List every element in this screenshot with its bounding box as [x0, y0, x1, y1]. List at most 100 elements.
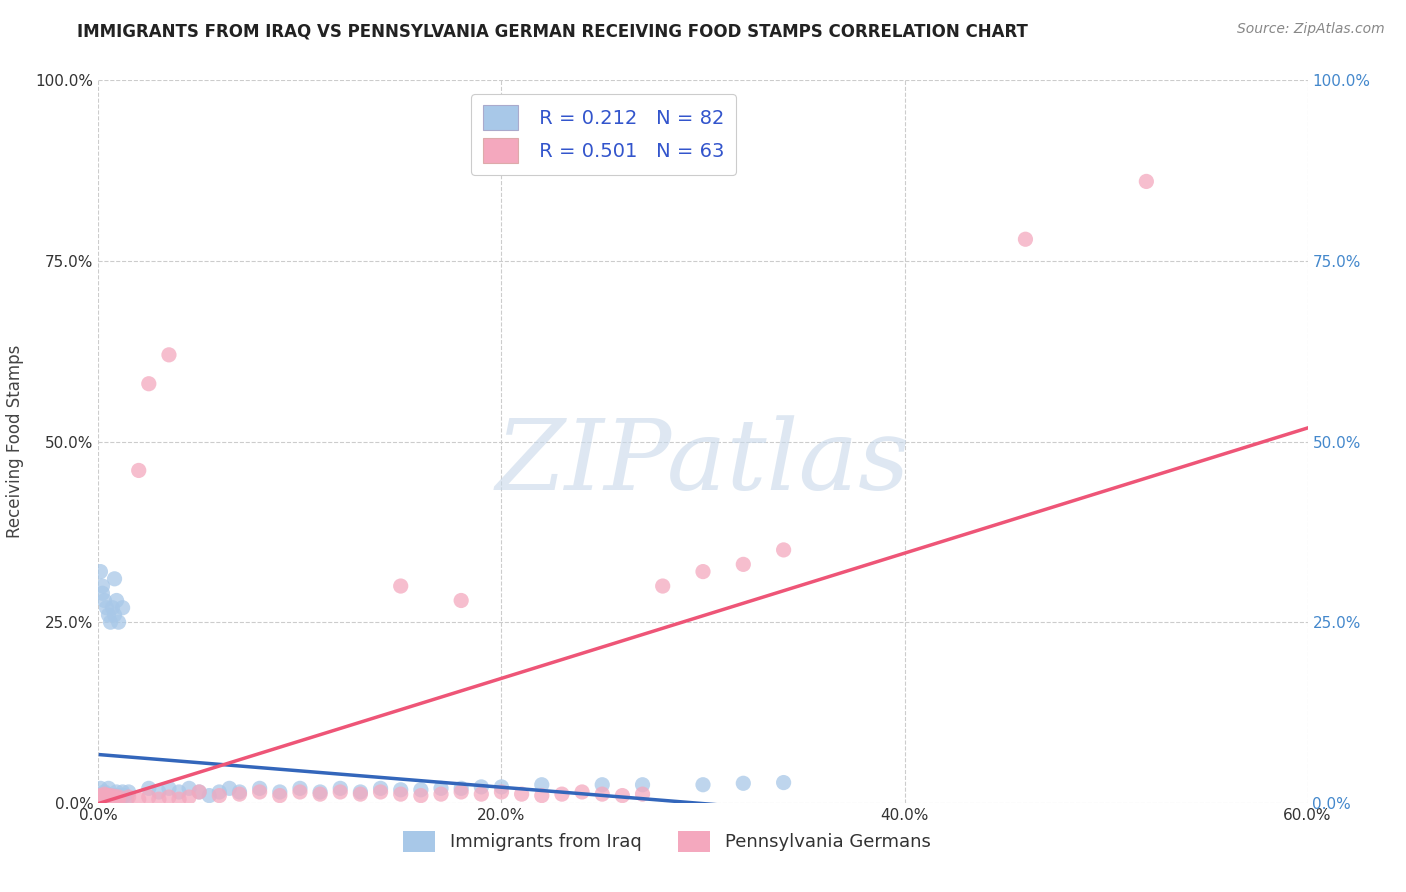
Point: [96, 792, 118, 806]
Point: [138, 376, 160, 391]
Point: [491, 785, 513, 799]
Point: [733, 776, 755, 790]
Point: [89, 789, 111, 803]
Point: [179, 781, 201, 796]
Point: [107, 789, 129, 803]
Point: [1014, 232, 1036, 246]
Point: [107, 615, 129, 630]
Point: [157, 790, 180, 805]
Point: [103, 607, 125, 622]
Point: [93, 593, 115, 607]
Point: [91, 791, 114, 805]
Point: [111, 600, 134, 615]
Point: [288, 785, 311, 799]
Point: [97, 792, 120, 806]
Point: [89, 792, 111, 806]
Point: [115, 792, 138, 806]
Point: [157, 348, 180, 362]
Point: [733, 558, 755, 572]
Point: [329, 785, 352, 799]
Point: [93, 790, 115, 805]
Point: [93, 785, 115, 799]
Point: [430, 787, 453, 801]
Point: [148, 785, 170, 799]
Point: [491, 780, 513, 794]
Point: [772, 775, 794, 789]
Point: [97, 791, 120, 805]
Point: [107, 790, 129, 805]
Point: [692, 778, 714, 792]
Point: [591, 778, 613, 792]
Point: [91, 794, 114, 808]
Point: [89, 790, 111, 805]
Point: [450, 781, 472, 796]
Point: [107, 790, 129, 805]
Point: [228, 787, 250, 801]
Point: [91, 789, 114, 803]
Point: [167, 785, 190, 799]
Point: [179, 790, 201, 805]
Point: [118, 785, 141, 799]
Point: [103, 790, 125, 805]
Point: [97, 790, 120, 805]
Point: [470, 780, 492, 794]
Point: [100, 791, 122, 805]
Point: [103, 789, 125, 804]
Point: [93, 794, 115, 808]
Point: [571, 785, 593, 799]
Legend: Immigrants from Iraq, Pennsylvania Germans: Immigrants from Iraq, Pennsylvania Germa…: [395, 823, 938, 859]
Point: [96, 600, 118, 615]
Point: [101, 790, 124, 805]
Point: [101, 600, 124, 615]
Point: [309, 787, 332, 801]
Point: [101, 792, 124, 806]
Point: [389, 787, 412, 801]
Point: [1135, 174, 1157, 188]
Point: [96, 792, 118, 806]
Point: [218, 781, 240, 796]
Point: [530, 789, 553, 803]
Point: [93, 790, 115, 805]
Point: [100, 789, 122, 804]
Point: [430, 781, 453, 796]
Point: [551, 787, 574, 801]
Point: [530, 778, 553, 792]
Point: [96, 789, 118, 804]
Point: [93, 792, 115, 806]
Point: [208, 785, 231, 799]
Point: [103, 572, 125, 586]
Point: [249, 781, 271, 796]
Point: [228, 785, 250, 799]
Point: [370, 785, 392, 799]
Point: [89, 790, 111, 805]
Point: [96, 789, 118, 803]
Point: [148, 792, 170, 806]
Point: [198, 789, 221, 803]
Point: [349, 787, 371, 801]
Point: [409, 782, 432, 797]
Point: [97, 794, 120, 808]
Point: [114, 789, 136, 803]
Point: [188, 785, 211, 799]
Point: [101, 794, 124, 808]
Point: [269, 789, 291, 803]
Point: [389, 579, 412, 593]
Point: [128, 792, 150, 806]
Point: [91, 790, 114, 805]
Text: Source: ZipAtlas.com: Source: ZipAtlas.com: [1237, 22, 1385, 37]
Point: [329, 781, 352, 796]
Point: [107, 792, 129, 806]
Point: [110, 792, 132, 806]
Point: [128, 463, 150, 477]
Point: [100, 789, 122, 803]
Point: [772, 542, 794, 557]
Point: [91, 790, 114, 805]
Text: ZIPatlas: ZIPatlas: [496, 416, 910, 511]
Point: [105, 794, 128, 808]
Point: [97, 794, 120, 808]
Point: [107, 793, 129, 807]
Point: [208, 789, 231, 803]
Point: [96, 790, 118, 805]
Point: [470, 787, 492, 801]
Point: [105, 791, 128, 805]
